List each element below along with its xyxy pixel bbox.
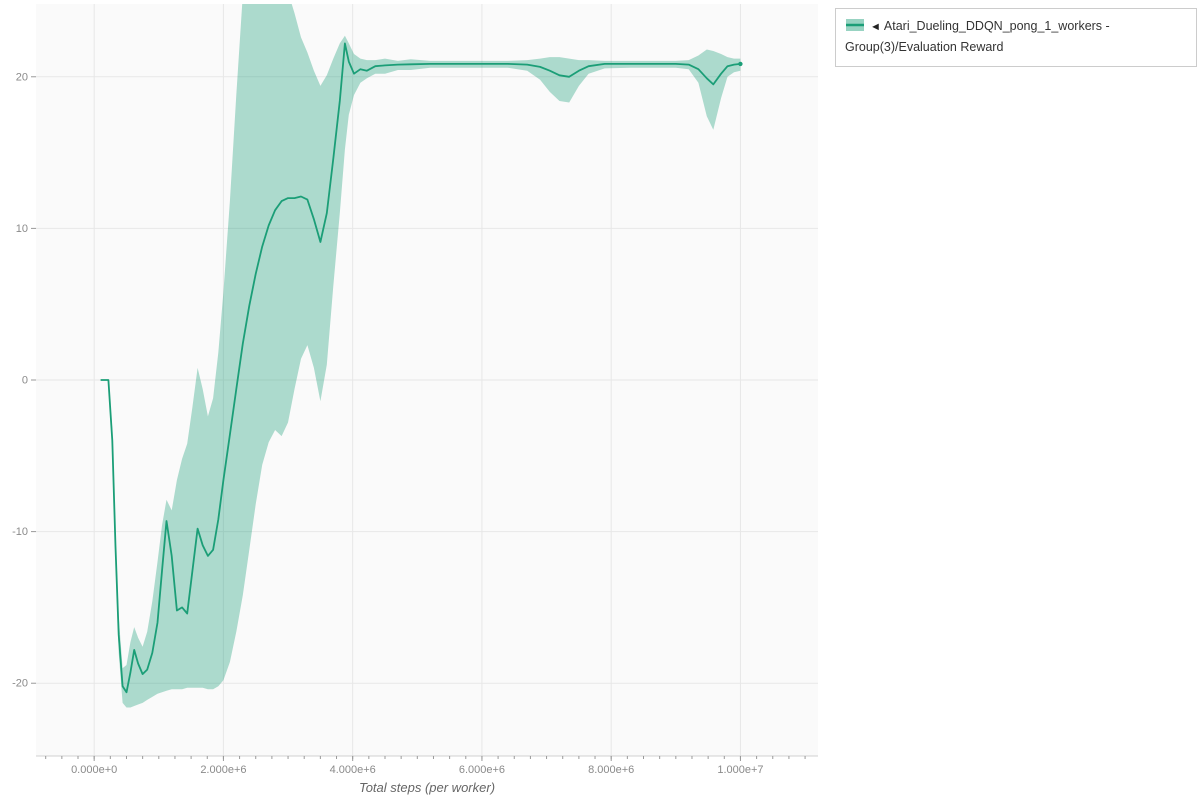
- y-tick-label: 10: [16, 223, 28, 235]
- x-axis-title: Total steps (per worker): [359, 780, 495, 795]
- y-tick-label: -10: [12, 526, 28, 538]
- x-tick-label: 6.000e+6: [459, 764, 505, 776]
- legend: ◄ Atari_Dueling_DDQN_pong_1_workers - Gro…: [835, 8, 1197, 67]
- mean-line: [100, 42, 741, 694]
- y-tick-label: 20: [16, 71, 28, 83]
- x-tick-label: 1.000e+7: [717, 764, 763, 776]
- x-tick-label: 4.000e+6: [330, 764, 376, 776]
- x-tick-label: 8.000e+6: [588, 764, 634, 776]
- x-tick-label: 2.000e+6: [200, 764, 246, 776]
- legend-item[interactable]: ◄ Atari_Dueling_DDQN_pong_1_workers - Gro…: [845, 16, 1187, 59]
- y-tick-label: -20: [12, 678, 28, 690]
- reward-chart: 0.000e+0 2.000e+6 4.000e+6 6.000e+6 8.000e+6…: [0, 0, 830, 800]
- legend-label: Atari_Dueling_DDQN_pong_1_workers - Grou…: [845, 19, 1110, 55]
- y-tick-label: 0: [22, 375, 28, 387]
- confidence-band: [100, 4, 741, 708]
- x-tick-label: 0.000e+0: [71, 764, 117, 776]
- legend-swatch-icon: [846, 19, 864, 31]
- collapse-left-icon[interactable]: ◄: [870, 21, 881, 33]
- last-point-marker: [738, 61, 743, 67]
- chart-svg[interactable]: 0.000e+0 2.000e+6 4.000e+6 6.000e+6 8.000e+6…: [0, 0, 830, 800]
